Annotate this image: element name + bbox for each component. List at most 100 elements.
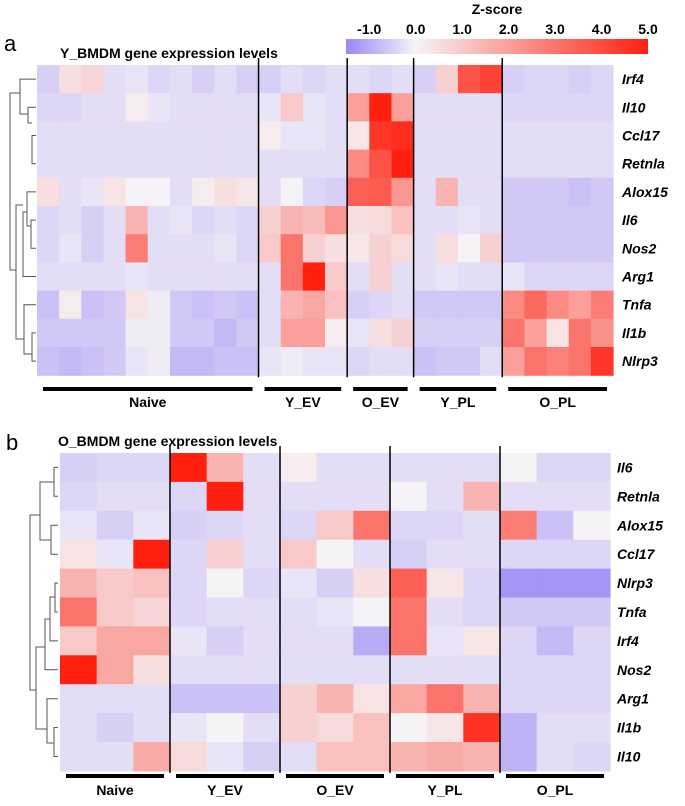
heatmap-b-cell xyxy=(426,684,464,714)
heatmap-a-cell xyxy=(280,93,304,122)
heatmap-a-cell xyxy=(480,262,503,292)
heatmap-a-cell xyxy=(103,149,127,179)
heatmap-b-cell xyxy=(316,684,354,714)
heatmap-a-cell xyxy=(81,347,105,376)
heatmap-a-cell xyxy=(546,121,570,151)
heatmap-a-cell xyxy=(59,206,82,235)
heatmap-b-cell xyxy=(536,742,574,772)
heatmap-a-cell xyxy=(147,206,171,235)
heatmap-b-cell xyxy=(206,597,244,627)
heatmap-a-cell xyxy=(214,234,237,263)
heatmap-b-cell xyxy=(60,481,98,512)
heatmap-a-cell xyxy=(37,93,60,122)
heatmap-b-cell xyxy=(463,597,501,627)
heatmap-a-cell xyxy=(37,290,60,320)
dendrogram-branch xyxy=(53,466,58,497)
heatmap-a-cell xyxy=(391,121,415,151)
heatmap-a-cell xyxy=(125,206,149,235)
colorbar-tick-label: 0.0 xyxy=(406,21,426,37)
heatmap-a-cell xyxy=(590,65,614,94)
heatmap-a-cell xyxy=(435,177,459,207)
heatmap-b-cell xyxy=(500,568,538,599)
heatmap-a-cell xyxy=(546,234,570,263)
heatmap-a-cell xyxy=(125,177,149,207)
heatmap-b-cell xyxy=(353,510,391,541)
heatmap-a-cell xyxy=(169,318,193,348)
heatmap-a-cell xyxy=(81,149,105,179)
heatmap-a-cell xyxy=(347,177,370,207)
heatmap-b-cell xyxy=(536,713,574,743)
heatmap-a-cell xyxy=(590,93,614,122)
heatmap-b-cell xyxy=(243,742,281,772)
heatmap-b-cell xyxy=(390,655,428,685)
heatmap-b-cell xyxy=(60,597,98,627)
heatmap-a-cell xyxy=(258,262,282,292)
heatmap-b-cell xyxy=(573,510,611,541)
heatmap-b-cell xyxy=(463,453,501,483)
heatmap-a-cell xyxy=(457,93,481,122)
heatmap-b-cell xyxy=(206,626,244,656)
heatmap-a-cell xyxy=(435,290,459,320)
heatmap-b-cell xyxy=(133,597,171,627)
heatmap-a-cell xyxy=(568,121,592,151)
heatmap-b-cell xyxy=(133,568,171,599)
heatmap-a-cell xyxy=(125,290,149,320)
heatmap-a-cell xyxy=(169,234,193,263)
heatmap-a-cell xyxy=(435,206,459,235)
heatmap-a-cell xyxy=(236,121,260,151)
heatmap-a-cell xyxy=(103,262,127,292)
heatmap-a-cell xyxy=(302,234,326,263)
heatmap-b-cell xyxy=(353,655,391,685)
heatmap-b-cell xyxy=(206,539,244,570)
heatmap-a-cell xyxy=(214,318,237,348)
heatmap-a-cell xyxy=(59,262,82,292)
heatmap-b-cell xyxy=(243,453,281,483)
heatmap-a-cell xyxy=(480,290,503,320)
heatmap-b-cell xyxy=(390,539,428,570)
heatmap-a-cell xyxy=(147,262,171,292)
heatmap-a-cell xyxy=(524,93,548,122)
heatmap-b-cell xyxy=(390,684,428,714)
heatmap-b-cell xyxy=(243,568,281,599)
heatmap-b-cell xyxy=(243,626,281,656)
heatmap-b-cell xyxy=(390,453,428,483)
heatmap-b-cell xyxy=(500,742,538,772)
heatmap-a-cell xyxy=(391,206,415,235)
heatmap-b-cell xyxy=(170,684,208,714)
heatmap-a-cell xyxy=(457,234,481,263)
heatmap-a-cell xyxy=(81,262,105,292)
heatmap-a-cell xyxy=(280,149,304,179)
heatmap-a-cell xyxy=(147,121,171,151)
heatmap-b-cell xyxy=(353,713,391,743)
heatmap-b-cell xyxy=(243,481,281,512)
heatmap-a-cell xyxy=(546,290,570,320)
heatmap-b-cell xyxy=(573,597,611,627)
heatmap-a-cell xyxy=(325,347,348,376)
heatmap-a-cell xyxy=(391,177,415,207)
heatmap-a-cell xyxy=(280,206,304,235)
dendrogram-branch xyxy=(29,514,40,691)
heatmap-a-cell xyxy=(236,347,260,376)
heatmap-a-cell xyxy=(214,121,237,151)
heatmap-b-cell xyxy=(243,684,281,714)
heatmap-a-cell xyxy=(590,347,614,376)
colorbar-tick-label: 1.0 xyxy=(452,21,472,37)
heatmap-b-cell xyxy=(60,742,98,772)
heatmap-b-cell xyxy=(60,453,98,483)
heatmap-b-cell xyxy=(426,626,464,656)
heatmap-a-cell xyxy=(192,206,215,235)
heatmap-b-cell xyxy=(463,568,501,599)
heatmap-b-cell xyxy=(133,742,171,772)
dendrogram-branch xyxy=(35,646,47,730)
heatmap-a-cell xyxy=(169,177,193,207)
heatmap-a-cell xyxy=(391,290,415,320)
heatmap-a-row-label: Alox15 xyxy=(621,184,668,200)
heatmap-b-cell xyxy=(426,742,464,772)
heatmap-a-cell xyxy=(347,149,370,179)
heatmap-b-cell xyxy=(96,742,134,772)
heatmap-a-cell xyxy=(413,121,437,151)
dendrogram-branch xyxy=(31,135,36,165)
heatmap-a-cell xyxy=(546,206,570,235)
heatmap-b-cell xyxy=(500,684,538,714)
heatmap-a-cell xyxy=(125,93,149,122)
